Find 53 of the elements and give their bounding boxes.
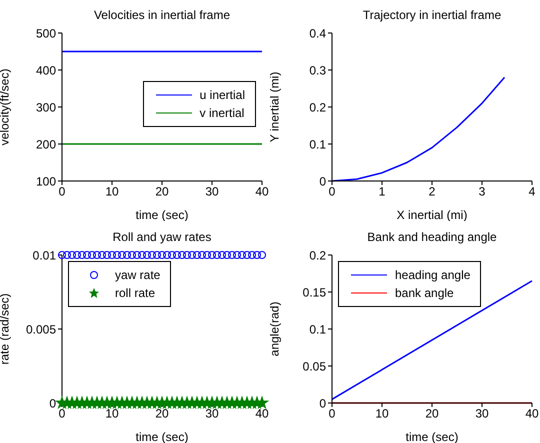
x-tick-label: 4 [528, 184, 536, 199]
x-tick-label: 2 [428, 184, 436, 199]
y-tick-label: 0 [319, 174, 326, 188]
chart-title: Bank and heading angle [366, 230, 498, 244]
x-tick-label: 0 [58, 406, 66, 421]
x-tick-label: 0 [58, 184, 66, 199]
y-tick-label: 0.2 [309, 100, 326, 114]
y-tick-label: 0.4 [309, 26, 326, 40]
y-tick-label: 0.01 [32, 248, 56, 262]
legend-label: bank angle [395, 285, 454, 302]
y-axis-title: angle(rad) [267, 302, 282, 356]
y-axis-title: rate (rad/sec) [0, 293, 12, 365]
y-tick-label: 0 [319, 396, 326, 410]
x-tick-label: 1 [378, 184, 386, 199]
legend-label: heading angle [395, 267, 470, 284]
x-tick-label: 10 [105, 184, 119, 199]
y-tick-label: 0.1 [309, 137, 326, 152]
x-tick-label: 30 [205, 406, 219, 421]
x-tick-label: 0 [328, 184, 336, 199]
y-tick-label: 200 [36, 137, 56, 152]
y-tick-label: 0.1 [309, 322, 326, 336]
x-tick-label: 20 [425, 406, 439, 421]
y-tick-label: 0 [49, 396, 56, 410]
x-tick-label: 3 [478, 184, 486, 199]
x-tick-label: 30 [475, 406, 489, 421]
x-tick-label: 30 [205, 184, 219, 199]
x-tick-label: 40 [255, 184, 269, 199]
legend-label: roll rate [115, 285, 156, 302]
y-tick-label: 400 [36, 63, 56, 78]
y-tick-label: 0.2 [309, 248, 326, 262]
y-tick-label: 0.005 [26, 322, 56, 336]
y-axis-title: velocity(ft/sec) [0, 68, 12, 146]
y-tick-label: 0.3 [309, 63, 326, 78]
x-tick-label: 40 [255, 406, 269, 421]
x-tick-label: 10 [105, 406, 119, 421]
x-tick-label: 0 [328, 406, 336, 421]
chart-title: Roll and yaw rates [112, 230, 212, 244]
y-tick-label: 0.05 [302, 359, 326, 374]
chart-title: Trajectory in inertial frame [362, 8, 502, 22]
legend-label: yaw rate [115, 267, 160, 284]
y-axis-title: Y inertial (mi) [267, 72, 282, 142]
legend-label: u inertial [200, 87, 245, 104]
x-tick-label: 20 [155, 406, 169, 421]
line-series [331, 76, 506, 182]
x-tick-label: 20 [155, 184, 169, 199]
y-tick-label: 500 [36, 26, 56, 40]
x-tick-label: 10 [375, 406, 389, 421]
y-tick-label: 300 [36, 100, 56, 114]
y-tick-label: 0.15 [302, 285, 326, 300]
y-tick-label: 100 [36, 174, 56, 188]
chart-title: Velocities in inertial frame [92, 8, 232, 22]
legend-label: v inertial [200, 105, 244, 122]
x-tick-label: 40 [525, 406, 539, 421]
